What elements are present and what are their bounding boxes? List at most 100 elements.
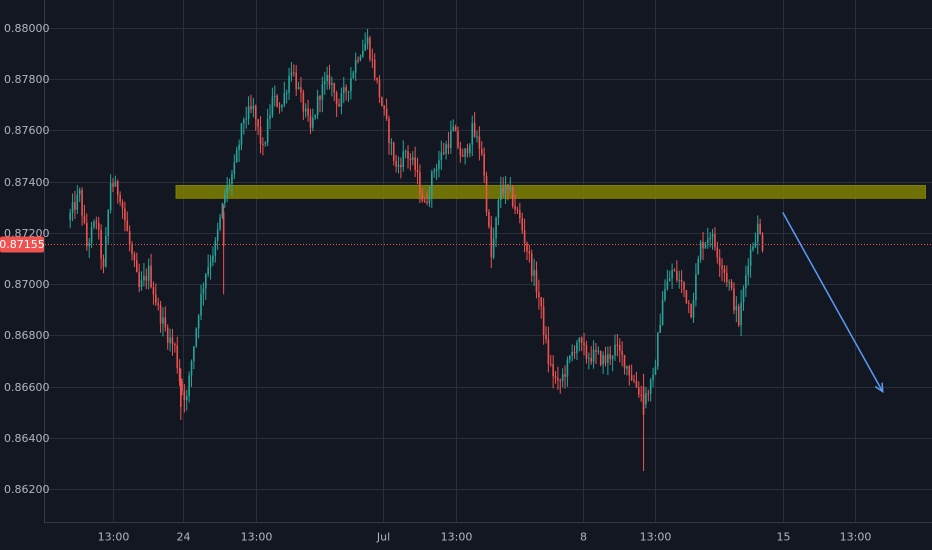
candle-body	[483, 153, 485, 176]
candle-body	[519, 210, 521, 219]
y-tick-label: 0.86800	[4, 329, 50, 342]
candle-body	[692, 300, 695, 318]
candle-body	[592, 349, 595, 362]
candle-body	[607, 354, 609, 363]
candle-body	[276, 95, 278, 107]
candle-body	[704, 242, 707, 249]
candle-body	[657, 332, 659, 367]
candle-body	[590, 358, 593, 362]
candle-body	[730, 281, 733, 289]
candle-body	[528, 251, 531, 254]
candle-body	[671, 269, 673, 279]
candle-body	[128, 231, 131, 245]
candle-body	[450, 130, 452, 148]
candle-body	[373, 59, 376, 78]
candle-body	[431, 172, 433, 196]
candle-body	[678, 279, 681, 281]
candle-body	[293, 72, 295, 74]
candle-body	[726, 272, 728, 283]
candle-body	[197, 315, 200, 329]
candle-body	[145, 275, 148, 281]
candle-body	[721, 265, 723, 269]
candle-body	[328, 75, 331, 85]
candle-body	[409, 158, 412, 161]
candle-body	[333, 83, 336, 93]
candle-body	[473, 123, 476, 137]
candle-body	[407, 151, 409, 159]
candle-body	[411, 157, 414, 161]
candle-body	[259, 126, 262, 144]
candle-body	[83, 215, 86, 223]
candle-body	[247, 106, 250, 119]
candle-body	[181, 381, 183, 392]
candle-body	[109, 183, 112, 211]
candle-body	[185, 396, 188, 401]
candle-body	[733, 288, 735, 311]
candle-body	[759, 223, 761, 235]
candle-body	[557, 378, 559, 381]
candle-body	[511, 186, 514, 206]
candle-body	[262, 143, 264, 145]
candle-body	[661, 299, 664, 325]
candle-body	[316, 96, 319, 115]
candle-body	[309, 115, 312, 128]
candle-body	[204, 274, 207, 289]
candle-body	[243, 119, 245, 124]
candle-body	[706, 239, 709, 243]
candle-body	[147, 265, 150, 281]
candle-body	[228, 184, 231, 186]
candle-body	[526, 243, 528, 252]
y-tick-label: 0.88000	[4, 22, 50, 35]
arrow-layer	[782, 212, 884, 394]
candle-body	[566, 359, 569, 377]
candle-body	[754, 242, 757, 247]
candle-body	[649, 380, 652, 394]
candle-body	[459, 147, 462, 156]
candle-body	[226, 185, 228, 195]
candle-body	[687, 302, 690, 304]
candle-body	[245, 118, 248, 120]
candle-body	[257, 119, 259, 127]
candle-body	[135, 260, 138, 273]
candle-body	[150, 265, 152, 288]
candle-body	[530, 253, 533, 276]
candle-body	[583, 342, 585, 346]
candle-body	[457, 131, 459, 148]
candle-body	[216, 229, 219, 241]
current-price-label: 0.87155	[0, 238, 45, 251]
candle-body	[500, 188, 502, 201]
candle-body	[183, 391, 186, 401]
candle-body	[561, 374, 564, 382]
candle-body	[716, 247, 719, 258]
candle-body	[630, 375, 633, 380]
candle-body	[285, 92, 288, 94]
candle-body	[695, 274, 697, 301]
candle-body	[219, 217, 221, 230]
candle-body	[447, 144, 450, 148]
candle-body	[254, 105, 257, 120]
candle-body	[119, 195, 121, 203]
candle-body	[633, 379, 635, 382]
candle-body	[314, 114, 317, 118]
price-axis[interactable]: 0.880000.878000.876000.874000.872000.870…	[4, 22, 50, 496]
time-axis[interactable]: 13:002413:00Jul13:00813:001513:002213:00…	[98, 531, 932, 544]
candle-body	[188, 375, 190, 397]
candle-body	[652, 374, 654, 381]
candle-body	[564, 374, 566, 377]
candle-body	[93, 221, 95, 228]
candle-body	[416, 169, 419, 173]
candle-body	[576, 342, 578, 354]
y-tick-label: 0.86200	[4, 483, 50, 496]
candle-body	[250, 106, 252, 110]
candle-body	[362, 50, 364, 57]
zone-layer	[175, 185, 926, 199]
candle-body	[538, 292, 540, 298]
candle-body	[162, 317, 164, 324]
candle-body	[195, 328, 198, 347]
candle-body	[735, 306, 738, 311]
candle-body	[476, 136, 478, 138]
candle-body	[138, 272, 140, 288]
